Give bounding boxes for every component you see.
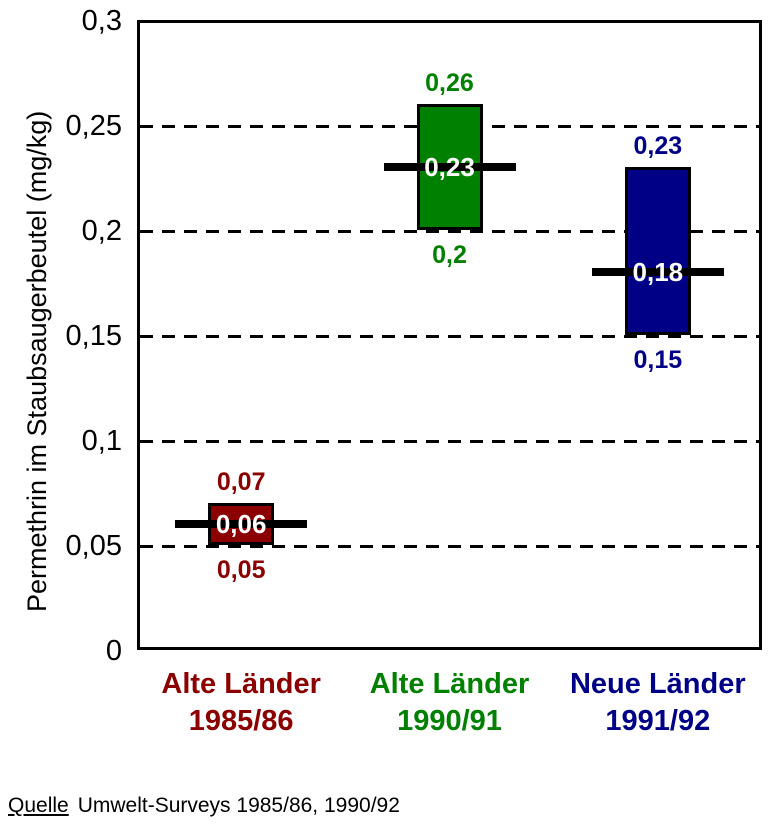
range-box: [624, 167, 691, 335]
high-value-label: 0,26: [425, 69, 474, 97]
median-line: [175, 520, 308, 528]
category-label-period: 1990/91: [397, 705, 502, 737]
median-value-label: 0,06: [215, 509, 267, 539]
y-tick-label-0,1: 0,1: [81, 425, 122, 457]
y-tick-label-0,25: 0,25: [65, 110, 122, 142]
y-tick-label-0: 0: [105, 635, 122, 667]
y-tick-label-0,15: 0,15: [65, 320, 122, 352]
category-label: Alte Länder 1990/91: [338, 666, 562, 740]
low-value-label: 0,05: [216, 556, 266, 584]
gridline-0,15: [140, 335, 759, 338]
median-line: [591, 268, 724, 276]
low-value-label: 0,2: [432, 241, 467, 269]
source-label: Quelle: [8, 794, 69, 817]
category-label: Neue Länder 1991/92: [546, 666, 768, 740]
source-text: Umwelt-Surveys 1985/86, 1990/92: [77, 794, 400, 817]
y-tick-label-0,3: 0,3: [81, 5, 122, 37]
median-value-label: 0,18: [632, 257, 684, 287]
category-label-period: 1985/86: [188, 705, 294, 737]
median-value-label: 0,23: [424, 152, 475, 182]
gridline-0,05: [140, 545, 759, 548]
category-label-name: Alte Länder: [369, 668, 530, 700]
y-tick-label-0,2: 0,2: [81, 215, 122, 247]
category-label: Alte Länder 1985/86: [129, 666, 353, 740]
high-value-label: 0,23: [633, 132, 683, 160]
median-line: [383, 163, 516, 171]
source-note: Quelle Umwelt-Surveys 1985/86, 1990/92: [8, 794, 400, 818]
gridline-0,2: [140, 230, 759, 233]
category-label-name: Alte Länder: [161, 668, 321, 700]
gridline-0,1: [140, 440, 759, 443]
category-label-name: Neue Länder: [569, 668, 746, 700]
y-tick-label-0,05: 0,05: [65, 530, 122, 562]
category-label-period: 1991/92: [605, 705, 711, 737]
high-value-label: 0,07: [216, 468, 266, 496]
low-value-label: 0,15: [633, 346, 683, 374]
